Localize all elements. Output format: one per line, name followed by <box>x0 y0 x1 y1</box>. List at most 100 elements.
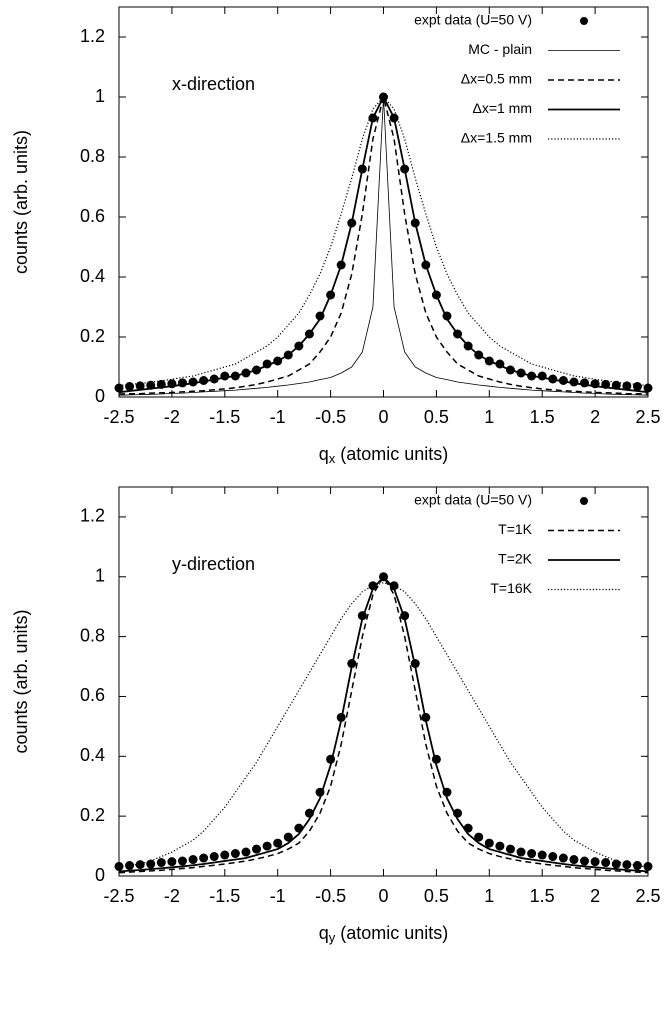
data-point <box>548 852 558 862</box>
data-point <box>135 860 145 870</box>
legend-label: Δx=0.5 mm <box>461 71 532 87</box>
legend-label: expt data (U=50 V) <box>414 12 532 28</box>
data-point <box>241 847 251 857</box>
x-tick-label: 1.5 <box>530 886 555 906</box>
y-tick-label: 0.2 <box>80 326 105 346</box>
x-tick-label: -1.5 <box>209 886 240 906</box>
x-tick-label: 0 <box>378 886 388 906</box>
series-line <box>119 96 648 394</box>
data-point <box>527 849 537 859</box>
data-point <box>569 855 579 865</box>
data-point <box>389 581 399 591</box>
series-line <box>119 582 648 868</box>
series-line <box>119 576 648 874</box>
x-tick-label: -2 <box>164 407 180 427</box>
x-tick-label: -1.5 <box>209 407 240 427</box>
panel: -2.5 -2 -1.5 -1 -0.5 0 0.5 1 1.5 2 2.5 0 0.2 0.4 0.6 0.… <box>11 6 661 467</box>
plot-frame <box>118 6 649 398</box>
data-point <box>558 853 568 863</box>
x-tick-label: 1.5 <box>530 407 555 427</box>
x-tick-label: 0 <box>378 407 388 427</box>
series-line <box>119 96 648 387</box>
data-point <box>220 371 230 381</box>
legend-label: T=1K <box>498 521 533 537</box>
y-tick-label: 0.4 <box>80 266 105 286</box>
data-point <box>230 849 240 859</box>
y-tick-label: 0.2 <box>80 805 105 825</box>
data-point <box>199 853 209 863</box>
x-axis-label-rest: (atomic units) <box>335 444 448 464</box>
y-tick-label: 1.2 <box>80 26 105 46</box>
x-axis-label-sub: x <box>329 451 336 466</box>
x-axis-label: qy (atomic units) <box>319 923 449 946</box>
data-point <box>283 832 293 842</box>
x-tick-label: 0.5 <box>424 886 449 906</box>
x-tick-label: 1 <box>484 886 494 906</box>
y-axis-label: counts (arb. units) <box>11 130 31 274</box>
data-point <box>611 859 621 869</box>
data-point <box>252 844 262 854</box>
data-point <box>484 838 494 848</box>
data-point <box>505 844 515 854</box>
legend-label: T=16K <box>490 580 532 596</box>
x-tick-label: -0.5 <box>315 886 346 906</box>
x-tick-label: -1 <box>270 407 286 427</box>
legend-marker <box>580 17 588 25</box>
legend-label: expt data (U=50 V) <box>414 492 532 508</box>
data-point <box>262 841 272 851</box>
x-axis-label-rest: (atomic units) <box>335 923 448 943</box>
data-point <box>273 838 283 848</box>
data-point <box>177 856 187 866</box>
y-tick-label: 0 <box>95 386 105 406</box>
legend-label: Δx=1.5 mm <box>461 130 532 146</box>
data-point <box>601 858 611 868</box>
plot-frame <box>118 486 649 877</box>
panel: -2.5 -2 -1.5 -1 -0.5 0 0.5 1 1.5 2 2.5 0 0.2 0.4 0.6 0.… <box>11 486 661 946</box>
x-axis-label-base: q <box>319 923 329 943</box>
data-point <box>114 383 124 393</box>
data-point <box>632 382 642 391</box>
y-tick-label: 0.8 <box>80 146 105 166</box>
legend-marker <box>580 497 588 505</box>
data-point <box>622 381 632 391</box>
x-tick-label: -2.5 <box>103 407 134 427</box>
x-tick-label: -2.5 <box>103 886 134 906</box>
y-tick-label: 1.2 <box>80 506 105 526</box>
legend-label: T=2K <box>498 551 533 567</box>
x-tick-label: -1 <box>270 886 286 906</box>
data-point <box>516 847 526 857</box>
series-line <box>119 96 648 395</box>
data-point <box>156 858 166 868</box>
y-tick-label: 0.6 <box>80 685 105 705</box>
data-point <box>474 832 484 842</box>
series-line <box>119 575 648 873</box>
data-point <box>643 861 653 871</box>
data-point <box>590 857 600 867</box>
x-axis-label-sub: y <box>329 930 336 945</box>
y-tick-label: 1 <box>95 86 105 106</box>
y-tick-label: 0.6 <box>80 206 105 226</box>
x-tick-label: 0.5 <box>424 407 449 427</box>
legend-label: Δx=1 mm <box>472 100 532 116</box>
x-tick-label: 2.5 <box>635 407 660 427</box>
x-tick-label: 1 <box>484 407 494 427</box>
y-axis-label: counts (arb. units) <box>11 609 31 753</box>
y-tick-label: 1 <box>95 566 105 586</box>
annotation: y-direction <box>172 554 255 574</box>
data-point <box>580 856 590 866</box>
data-point <box>537 850 547 860</box>
annotation: x-direction <box>172 74 255 94</box>
data-point <box>167 857 177 867</box>
data-point <box>209 852 219 862</box>
x-axis-label-base: q <box>319 444 329 464</box>
y-tick-label: 0.8 <box>80 625 105 645</box>
y-tick-label: 0 <box>95 865 105 885</box>
data-point <box>220 850 230 860</box>
x-tick-label: 2 <box>590 886 600 906</box>
x-axis-label: qx (atomic units) <box>319 444 449 467</box>
y-tick-label: 0.4 <box>80 745 105 765</box>
x-tick-label: 2.5 <box>635 886 660 906</box>
data-point <box>632 861 642 871</box>
x-tick-label: -0.5 <box>315 407 346 427</box>
